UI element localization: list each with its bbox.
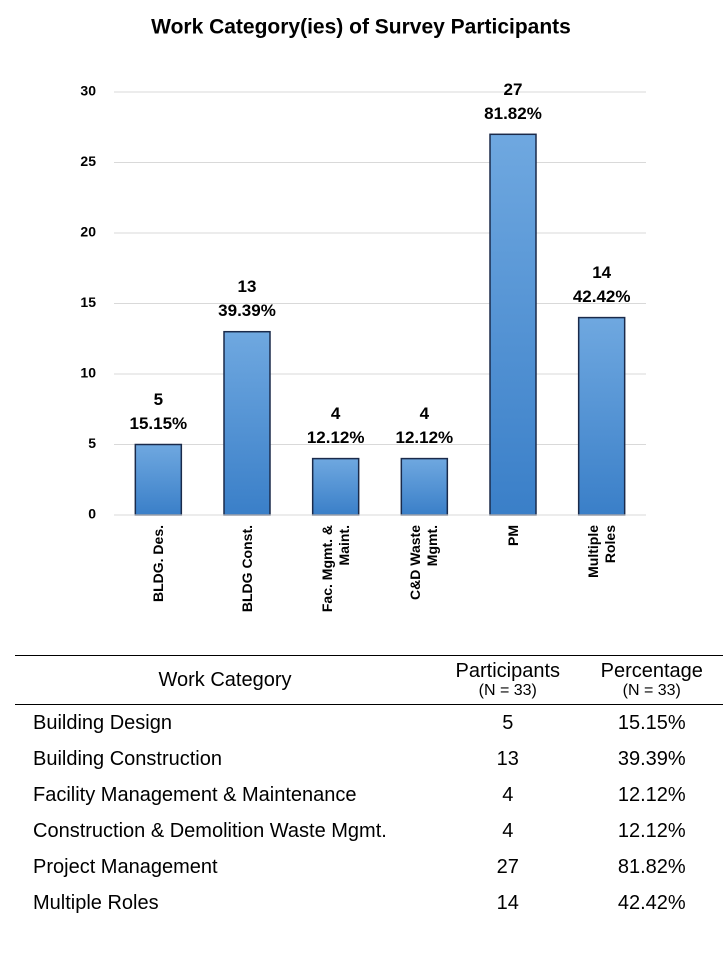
x-tick-label: Fac. Mgmt. & Maint.	[318, 525, 352, 613]
table-cell: 39.39%	[617, 747, 686, 770]
header-cell: Percentage (N = 33)	[580, 655, 723, 705]
header-subtext: (N = 33)	[478, 682, 537, 699]
data-label: 13	[238, 277, 257, 296]
table-row: Construction & Demolition Waste Mgmt. 4 12…	[15, 813, 723, 849]
table-cell: 42.42%	[617, 891, 686, 914]
bar	[489, 133, 537, 516]
table-header: Work Category Participants (N = 33) Perce…	[15, 655, 723, 705]
table-body: Building Design 5 15.15% Building Construct…	[15, 705, 723, 922]
percentage-label: 12.12%	[307, 428, 365, 447]
percentage-label: 81.82%	[484, 104, 542, 123]
table-cell: Building Construction	[33, 747, 222, 770]
bar	[223, 330, 271, 516]
x-tick-label: Multiple Roles	[584, 525, 618, 578]
percentage-label: 15.15%	[129, 414, 187, 433]
header-cell: Work Category	[15, 655, 435, 705]
table-cell: 14	[496, 891, 519, 914]
percentage-label: 12.12%	[395, 428, 453, 447]
table-cell: 12.12%	[617, 819, 686, 842]
table-cell: Building Design	[33, 711, 172, 734]
table-cell: 12.12%	[617, 783, 686, 806]
percentage-label: 42.42%	[573, 287, 631, 306]
header-text: Percentage	[600, 660, 703, 682]
table-row: Multiple Roles 14 42.42%	[15, 885, 723, 921]
x-tick-label: BLDG. Des.	[149, 525, 166, 603]
bar	[134, 443, 183, 516]
table-cell: Project Management	[33, 855, 218, 878]
table-cell: 4	[502, 819, 514, 842]
x-tick-label: BLDG Const.	[238, 525, 255, 613]
table-cell: Multiple Roles	[33, 891, 159, 914]
chart: Work Category(ies) of Survey Participant…	[80, 16, 646, 522]
table-cell: 27	[496, 855, 519, 878]
y-tick-label: 0	[88, 506, 96, 522]
header-text: Participants	[455, 660, 561, 682]
y-tick-label: 20	[80, 224, 96, 240]
data-label: 14	[592, 263, 611, 282]
y-tick-label: 30	[80, 83, 96, 99]
header-subtext: (N = 33)	[622, 682, 681, 699]
table-cell: 4	[502, 783, 514, 806]
data-label: 5	[154, 390, 163, 409]
data-label: 4	[331, 404, 341, 423]
table: Work Category Participants (N = 33) Perce…	[15, 655, 723, 921]
data-label: 27	[504, 80, 523, 99]
percentage-label: 39.39%	[218, 301, 276, 320]
y-tick-label: 5	[88, 435, 96, 451]
table-cell: 15.15%	[617, 711, 686, 734]
table-cell: Construction & Demolition Waste Mgmt.	[33, 819, 387, 842]
bar	[577, 316, 626, 516]
table-cell: Facility Management & Maintenance	[33, 783, 357, 806]
table-cell: 5	[502, 711, 514, 734]
y-tick-label: 25	[80, 153, 96, 169]
header-cell: Participants (N = 33)	[435, 655, 581, 705]
table-row: Building Construction 13 39.39%	[15, 741, 723, 777]
table-row: Building Design 5 15.15%	[15, 705, 723, 742]
header-text: Work Category	[158, 669, 292, 691]
bar	[311, 457, 360, 516]
x-tick-label: PM	[504, 525, 521, 546]
chart-title: Work Category(ies) of Survey Participant…	[151, 16, 571, 39]
table-row: Project Management 27 81.82%	[15, 849, 723, 885]
table-cell: 13	[496, 747, 519, 770]
y-tick-label: 10	[80, 365, 96, 381]
x-tick-label: C&D Waste Mgmt.	[407, 525, 441, 600]
bar	[400, 457, 449, 516]
table-row: Facility Management & Maintenance 4 12.12%	[15, 777, 723, 813]
data-label: 4	[420, 404, 430, 423]
table-cell: 81.82%	[617, 855, 686, 878]
y-tick-label: 15	[80, 294, 96, 310]
